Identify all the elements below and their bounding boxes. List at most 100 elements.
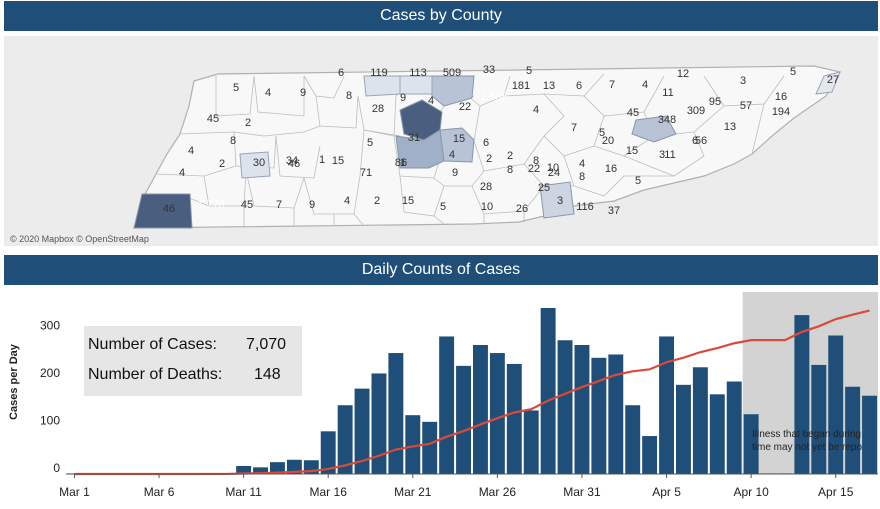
deaths-label: Number of Deaths: bbox=[88, 366, 223, 383]
county-map[interactable]: 6 119 113 509 33 5 5 4 9 8 9 4 22 1,638 181 13 6 7 4 11 12 3 5… bbox=[4, 36, 878, 246]
county-label: 194 bbox=[772, 106, 790, 118]
y-tick-label: 0 bbox=[53, 461, 60, 475]
county-borders bbox=[143, 73, 785, 229]
county-robertson[interactable] bbox=[363, 75, 401, 97]
county-label: 8 bbox=[507, 164, 513, 176]
county-label: 13 bbox=[543, 80, 555, 92]
bar[interactable] bbox=[676, 384, 691, 474]
bar[interactable] bbox=[405, 415, 421, 474]
bar[interactable] bbox=[388, 353, 404, 474]
x-axis-ticks: Mar 1 Mar 6 Mar 11 Mar 16 Mar 21 Mar 26 Mar 31… bbox=[59, 474, 854, 499]
county-label: 5 bbox=[4, 36, 7, 39]
bar[interactable] bbox=[828, 335, 844, 474]
county-label: 4 bbox=[533, 104, 539, 116]
bar[interactable] bbox=[726, 381, 742, 474]
county-label: 348 bbox=[658, 114, 676, 126]
county-washington-sullivan[interactable] bbox=[815, 71, 841, 95]
bar[interactable] bbox=[540, 308, 556, 474]
bar[interactable] bbox=[557, 340, 573, 474]
x-tick-label: Mar 26 bbox=[479, 485, 517, 499]
bar[interactable] bbox=[608, 354, 624, 474]
y-axis-ticks: 0 100 200 300 bbox=[40, 319, 60, 475]
bar[interactable] bbox=[506, 363, 522, 474]
bar[interactable] bbox=[845, 386, 861, 474]
x-tick-label: Apr 15 bbox=[818, 485, 854, 499]
bar[interactable] bbox=[574, 344, 590, 474]
bar[interactable] bbox=[253, 467, 268, 474]
note-line-1: Illness that began during bbox=[752, 429, 861, 440]
county-label: 31 bbox=[408, 132, 420, 144]
county-label: 34 bbox=[286, 155, 298, 167]
county-label: 33 bbox=[483, 64, 495, 76]
county-williamson[interactable] bbox=[439, 127, 475, 163]
bar[interactable] bbox=[371, 373, 387, 474]
bar[interactable] bbox=[422, 421, 438, 474]
county-madison[interactable] bbox=[239, 151, 271, 179]
county-label: 5 bbox=[635, 175, 641, 187]
bar[interactable] bbox=[236, 465, 252, 474]
county-label: 8 bbox=[533, 155, 539, 167]
bar[interactable] bbox=[473, 344, 488, 474]
county-label: 2 bbox=[374, 195, 380, 207]
county-label: 7 bbox=[571, 122, 577, 134]
county-label: 12 bbox=[677, 68, 689, 80]
bar[interactable] bbox=[456, 365, 471, 474]
bar[interactable] bbox=[320, 431, 336, 474]
county-label: 509 bbox=[443, 67, 461, 79]
bar[interactable] bbox=[862, 395, 877, 474]
note-line-2: time may not yet be repo bbox=[752, 442, 863, 453]
bar[interactable] bbox=[523, 410, 539, 474]
county-knox[interactable] bbox=[631, 115, 677, 143]
county-label: 9 bbox=[309, 199, 315, 211]
county-montgomery[interactable] bbox=[399, 75, 433, 95]
bar[interactable] bbox=[270, 462, 285, 474]
bar[interactable] bbox=[591, 357, 607, 474]
county-hamilton[interactable] bbox=[539, 181, 575, 219]
bar[interactable] bbox=[794, 315, 810, 474]
bar[interactable] bbox=[642, 436, 658, 474]
county-label: 11 bbox=[664, 149, 675, 161]
county-label: 8 bbox=[346, 90, 352, 102]
bar[interactable] bbox=[286, 459, 302, 474]
county-label: 2 bbox=[245, 117, 251, 129]
county-label: 1 bbox=[400, 157, 406, 169]
x-tick-label: Apr 10 bbox=[733, 485, 769, 499]
county-label: 7 bbox=[609, 79, 615, 91]
county-label: 26 bbox=[516, 203, 528, 215]
y-tick-label: 100 bbox=[40, 414, 60, 428]
bar[interactable] bbox=[489, 353, 505, 474]
bar[interactable] bbox=[354, 388, 370, 474]
county-label: 28 bbox=[372, 103, 384, 115]
x-tick-label: Mar 11 bbox=[225, 485, 262, 499]
county-label: 5 bbox=[367, 137, 373, 149]
county-label: 3 bbox=[740, 75, 746, 87]
bar[interactable] bbox=[743, 414, 759, 474]
daily-cases-chart[interactable]: 0 100 200 300 Mar 1 Mar 6 Mar 11 Mar 16 Mar 21 M… bbox=[0, 288, 880, 509]
county-label: 13 bbox=[724, 121, 736, 133]
bar[interactable] bbox=[625, 405, 641, 474]
county-label: 7 bbox=[276, 199, 282, 211]
county-label: 16 bbox=[775, 91, 787, 103]
bar[interactable] bbox=[811, 364, 827, 474]
cases-value: 7,070 bbox=[246, 336, 287, 353]
bar[interactable] bbox=[337, 405, 353, 474]
county-label: 5 bbox=[790, 66, 796, 78]
x-tick-label: Mar 1 bbox=[59, 485, 90, 499]
county-label: 2 bbox=[507, 150, 513, 162]
bar[interactable] bbox=[659, 336, 674, 474]
bar[interactable] bbox=[692, 367, 708, 474]
county-label: 9 bbox=[452, 167, 458, 179]
bar[interactable] bbox=[709, 394, 725, 474]
county-shelby[interactable] bbox=[133, 193, 193, 229]
county-label: 9 bbox=[400, 92, 406, 104]
county-label: 27 bbox=[827, 74, 839, 86]
map-title: Cases by County bbox=[380, 7, 502, 24]
county-label: 5 bbox=[526, 65, 532, 77]
bar[interactable] bbox=[439, 336, 455, 474]
county-label: 4 bbox=[449, 149, 455, 161]
county-label: 22 bbox=[459, 101, 471, 113]
county-label: 30 bbox=[253, 157, 265, 169]
county-label: 22 bbox=[528, 163, 540, 175]
county-label: 20 bbox=[602, 135, 614, 147]
